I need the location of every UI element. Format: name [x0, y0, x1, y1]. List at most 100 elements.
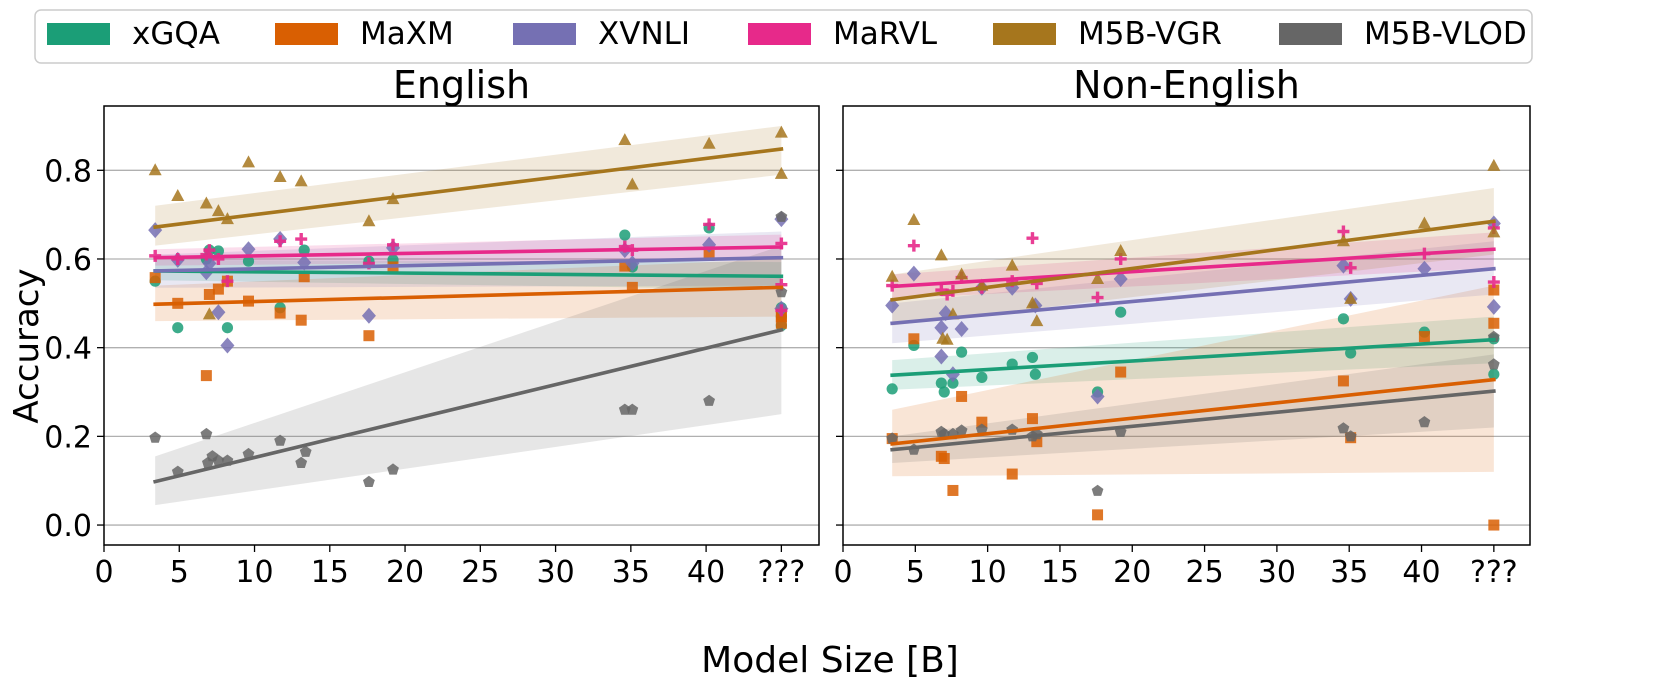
- y-tick-label: 0.6: [44, 243, 92, 278]
- data-point-m5b-vlod: [1344, 430, 1357, 442]
- data-point-xgqa: [886, 383, 898, 395]
- data-point-marvl: [221, 275, 234, 288]
- legend-entry-maxm: MaXM: [275, 16, 454, 52]
- data-point-m5b-vgr: [940, 332, 954, 345]
- fit-line-maxm: [890, 377, 1496, 446]
- data-point-maxm: [1488, 317, 1500, 329]
- data-point-xvnli: [1113, 270, 1128, 287]
- panel-non-english: Non-English 0 5 10 15 20 25 30 35 40???: [833, 63, 1531, 590]
- data-point-marvl: [1091, 291, 1104, 304]
- data-point-xvnli: [934, 348, 949, 365]
- x-tick-label: 40: [687, 555, 725, 590]
- data-point-xvnli: [885, 297, 900, 314]
- x-tick-label: 15: [311, 555, 349, 590]
- legend-entry-m5b-vlod: M5B-VLOD: [1279, 16, 1527, 52]
- data-point-m5b-vlod: [363, 475, 375, 487]
- data-point-xgqa: [242, 255, 255, 267]
- data-point-maxm: [1026, 413, 1038, 425]
- data-point-xgqa: [298, 244, 310, 256]
- fit-line-m5b-vlod: [890, 389, 1496, 452]
- x-tick-label: ???: [757, 555, 805, 590]
- data-point-m5b-vgr: [1025, 296, 1039, 309]
- legend-entry-marvl: MaRVL: [748, 16, 938, 52]
- data-point-marvl: [203, 244, 216, 257]
- series-m5b-vgr: [885, 158, 1501, 345]
- fit-line-m5b-vgr: [890, 219, 1496, 302]
- x-tick-label: 0: [94, 555, 113, 590]
- data-point-m5b-vlod: [1487, 358, 1500, 370]
- data-point-maxm: [908, 333, 920, 345]
- data-point-maxm: [203, 288, 215, 300]
- data-point-maxm: [1092, 509, 1104, 521]
- x-axis-label: Model Size [B]: [701, 640, 959, 681]
- data-point-xgqa: [935, 377, 947, 389]
- data-point-marvl: [1026, 232, 1039, 245]
- legend-label-maxm: MaXM: [360, 16, 454, 52]
- data-point-m5b-vlod: [626, 403, 639, 415]
- confidence-band-xgqa: [892, 316, 1494, 390]
- confidence-band-m5b-vgr: [155, 125, 782, 246]
- y-tick-label: 0.4: [44, 332, 92, 367]
- data-point-marvl: [274, 235, 287, 248]
- data-point-m5b-vlod: [1337, 422, 1350, 434]
- fit-line-xvnli: [153, 255, 784, 273]
- data-point-maxm: [1337, 375, 1349, 387]
- data-point-xvnli: [211, 304, 226, 321]
- x-tick-label: 25: [461, 555, 499, 590]
- data-point-maxm: [626, 281, 638, 293]
- data-point-m5b-vgr: [294, 174, 308, 187]
- x-tick-label: 10: [235, 555, 273, 590]
- fit-line-xgqa: [890, 337, 1496, 378]
- data-point-xgqa: [1026, 351, 1039, 364]
- data-point-m5b-vlod: [299, 445, 312, 457]
- fit-line-marvl: [890, 247, 1496, 289]
- data-point-m5b-vgr: [242, 155, 256, 168]
- data-point-marvl: [703, 218, 716, 231]
- data-point-m5b-vgr: [1417, 216, 1431, 229]
- data-point-m5b-vgr: [1005, 258, 1019, 271]
- data-point-xgqa: [221, 322, 234, 334]
- panel-title-non-english: Non-English: [1073, 63, 1300, 107]
- data-point-m5b-vlod: [200, 427, 213, 440]
- x-tick-label: 5: [170, 555, 189, 590]
- data-point-maxm: [1488, 519, 1500, 531]
- x-tick-label: ???: [1470, 555, 1518, 590]
- x-tick-label: 30: [1258, 555, 1296, 590]
- data-point-marvl: [775, 304, 788, 317]
- data-point-m5b-vgr: [171, 189, 185, 202]
- legend-label-xvnli: XVNLI: [598, 16, 690, 52]
- data-point-xgqa: [1115, 306, 1127, 318]
- fit-line-xgqa: [153, 269, 784, 279]
- data-point-m5b-vgr: [885, 269, 899, 282]
- data-point-m5b-vgr: [199, 196, 213, 209]
- data-point-m5b-vgr: [202, 307, 216, 320]
- data-point-maxm: [149, 272, 161, 284]
- data-point-m5b-vlod: [1418, 416, 1431, 428]
- legend-swatch-m5b-vlod: [1279, 23, 1342, 45]
- confidence-band-m5b-vgr: [892, 188, 1494, 326]
- data-point-xgqa: [938, 386, 950, 398]
- data-point-m5b-vgr: [1487, 158, 1501, 171]
- data-point-m5b-vgr: [1487, 225, 1501, 238]
- x-tick-label: 0: [833, 555, 852, 590]
- data-point-marvl: [1487, 276, 1500, 289]
- data-point-m5b-vlod: [703, 394, 715, 406]
- data-point-xgqa: [1029, 368, 1041, 380]
- data-point-m5b-vgr: [1344, 291, 1358, 304]
- data-point-xgqa: [976, 371, 988, 383]
- data-point-xgqa: [947, 377, 959, 389]
- x-tick-label: 40: [1402, 555, 1440, 590]
- data-point-xgqa: [955, 346, 968, 358]
- data-point-m5b-vgr: [362, 214, 376, 227]
- data-point-xvnli: [220, 337, 235, 354]
- data-point-xvnli: [934, 319, 949, 336]
- data-point-xvnli: [361, 307, 376, 324]
- data-point-m5b-vlod: [955, 424, 968, 436]
- data-point-m5b-vlod: [775, 210, 788, 222]
- data-point-xvnli: [1486, 298, 1501, 315]
- data-point-maxm: [976, 416, 988, 428]
- data-point-maxm: [619, 260, 631, 272]
- fit-line-m5b-vlod: [153, 327, 784, 484]
- data-point-m5b-vlod: [149, 431, 162, 443]
